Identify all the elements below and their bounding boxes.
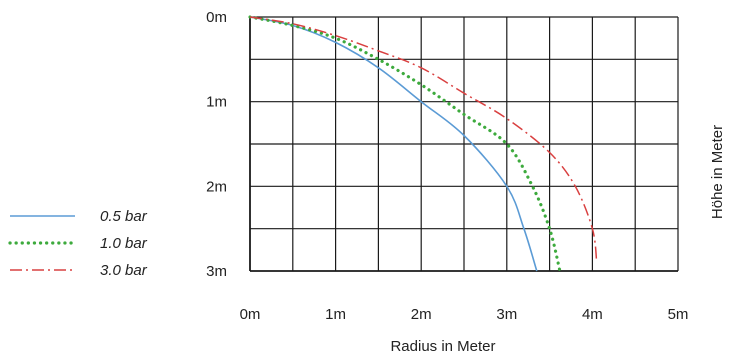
y-axis-title: Höhe in Meter (709, 125, 726, 219)
x-tick-labels: 0m 1m 2m 3m 4m 5m (240, 306, 689, 323)
x-tick-label: 2m (411, 306, 432, 323)
x-axis-title: Radius in Meter (390, 338, 495, 355)
x-tick-label: 4m (582, 306, 603, 323)
series-line-1-0-bar (248, 15, 562, 273)
legend-label: 1.0 bar (100, 235, 148, 252)
x-tick-label: 3m (496, 306, 517, 323)
y-tick-label: 3m (206, 263, 227, 280)
y-tick-label: 1m (206, 94, 227, 111)
y-tick-label: 2m (206, 178, 227, 195)
y-tick-label: 0m (206, 9, 227, 26)
legend-label: 3.0 bar (100, 262, 148, 279)
series-group (248, 15, 598, 273)
x-tick-label: 5m (668, 306, 689, 323)
series-line-3-0-bar (249, 16, 598, 263)
y-tick-labels: 0m 1m 2m 3m (206, 9, 227, 280)
series-line-0-5-bar (249, 16, 538, 272)
legend-label: 0.5 bar (100, 208, 148, 225)
x-tick-label: 1m (325, 306, 346, 323)
grid (249, 16, 679, 272)
legend: 0.5 bar 1.0 bar 3.0 bar (8, 208, 148, 279)
x-tick-label: 0m (240, 306, 261, 323)
